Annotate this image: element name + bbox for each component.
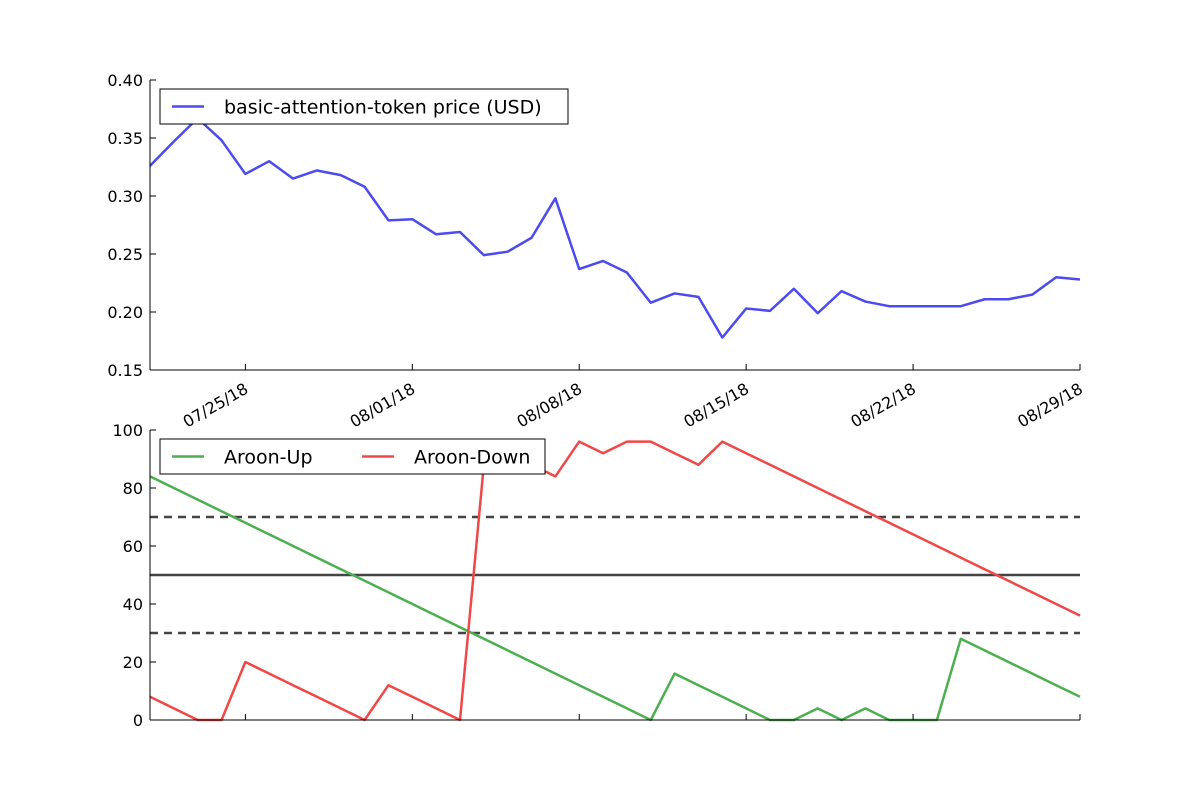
series-line-aroon-down <box>149 440 1081 722</box>
x-tick-label: 08/08/18 <box>513 379 585 431</box>
aroon-panel: 0 20 40 60 80 100 Aroon-Up Aroon-Down <box>112 421 1081 730</box>
series-line-basic-attention-token-price-usd <box>149 117 1081 339</box>
x-tick-label: 08/01/18 <box>347 379 419 431</box>
legend-label-basic-attention-token-price-usd: basic-attention-token price (USD) <box>224 97 542 119</box>
y-tick-label: 0.15 <box>107 361 143 380</box>
price-panel: 0.15 0.20 0.25 0.30 0.35 0.40 07/25/18 08/01/18… <box>107 71 1086 431</box>
legend: basic-attention-token price (USD) <box>159 88 569 125</box>
y-tick-label: 0.40 <box>107 71 143 90</box>
x-tick-label: 07/25/18 <box>180 379 252 431</box>
legend: Aroon-Up Aroon-Down <box>159 438 546 475</box>
legend-label-aroon-up: Aroon-Up <box>224 447 313 469</box>
y-tick-label: 0.35 <box>107 129 143 148</box>
y-tick-label: 0 <box>133 711 143 730</box>
legend-label-aroon-down: Aroon-Down <box>414 447 530 469</box>
y-tick-label: 0.25 <box>107 245 143 264</box>
y-tick-label: 0.30 <box>107 187 143 206</box>
y-tick-label: 80 <box>123 479 143 498</box>
x-tick-label: 08/29/18 <box>1014 379 1086 431</box>
legend-box <box>159 88 569 125</box>
y-tick-label: 40 <box>123 595 143 614</box>
x-tick-label: 08/15/18 <box>680 379 752 431</box>
x-tick-label: 08/22/18 <box>847 379 919 431</box>
y-tick-label: 0.20 <box>107 303 143 322</box>
y-tick-label: 60 <box>123 537 143 556</box>
y-tick-label: 20 <box>123 653 143 672</box>
y-tick-label: 100 <box>112 421 143 440</box>
legend-box <box>159 438 546 475</box>
